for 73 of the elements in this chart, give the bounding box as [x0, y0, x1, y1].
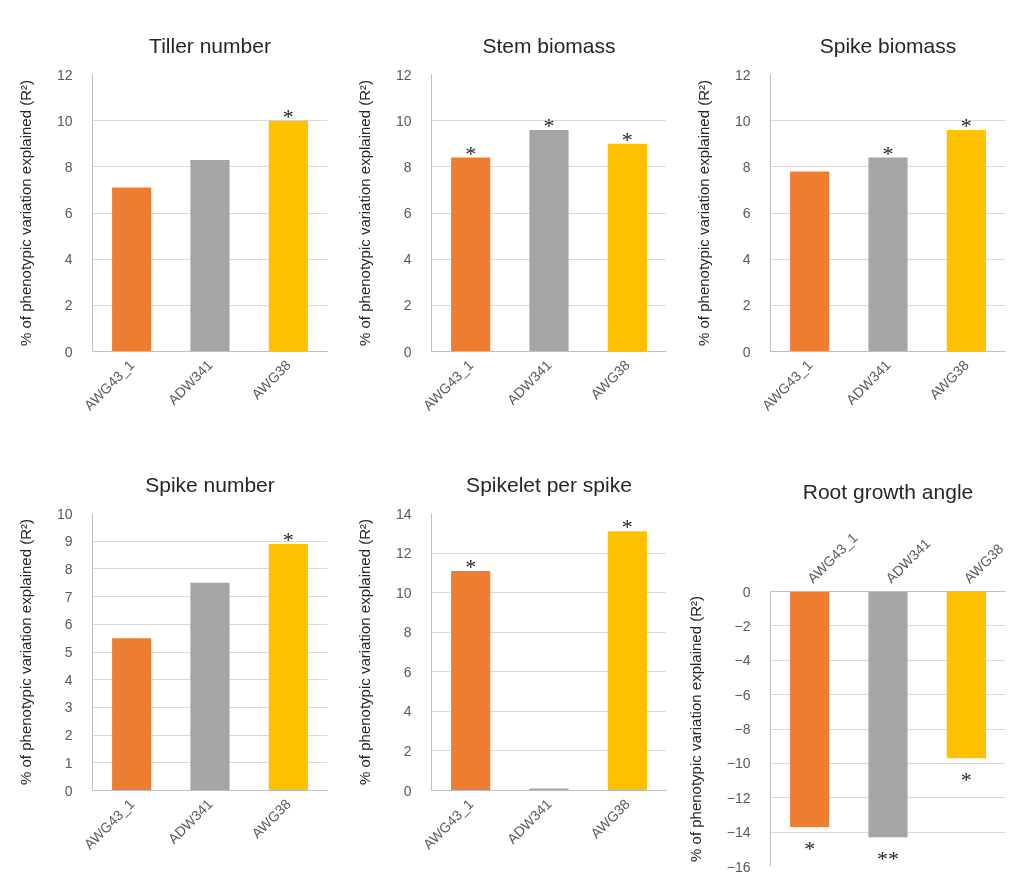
- y-tick-label: 10: [734, 112, 751, 129]
- y-tick-label: 6: [403, 205, 412, 221]
- annotation: *: [960, 767, 972, 793]
- y-tick-label: 5: [64, 644, 73, 660]
- chart-title: Tiller number: [149, 33, 271, 57]
- y-tick-label: 2: [64, 297, 73, 314]
- y-tick-label: 2: [403, 297, 412, 314]
- y-tick-label: 10: [56, 112, 73, 129]
- y-axis-title: % of phenotypic variation explained (R²): [16, 519, 34, 785]
- y-tick-label: 8: [742, 158, 751, 175]
- y-tick-label: 10: [395, 584, 412, 601]
- chart-title: Stem biomass: [482, 33, 616, 57]
- y-tick-label: −14: [726, 824, 751, 841]
- annotation: *: [543, 112, 555, 138]
- y-tick-label: 8: [403, 624, 412, 641]
- y-tick-label: 10: [395, 112, 412, 129]
- y-axis-title: % of phenotypic variation explained (R²): [355, 80, 373, 346]
- y-tick-label: 8: [64, 560, 73, 577]
- y-tick-label: 2: [64, 727, 73, 744]
- y-tick-label: 8: [403, 158, 412, 175]
- y-tick-label: 3: [64, 699, 73, 716]
- y-tick-label: 4: [742, 251, 751, 268]
- y-tick-label: −12: [726, 789, 751, 806]
- annotation: *: [621, 514, 633, 540]
- y-axis-title: % of phenotypic variation explained (R²): [686, 596, 704, 862]
- chart-title: Spikelet per spike: [466, 472, 632, 496]
- annotation: *: [804, 835, 816, 861]
- y-tick-label: 2: [403, 742, 412, 759]
- chart-title: Spike biomass: [819, 33, 957, 57]
- chart-title: Root growth angle: [802, 479, 974, 503]
- y-tick-label: −10: [726, 755, 751, 772]
- y-tick-label: 12: [734, 66, 751, 83]
- y-tick-label: 7: [64, 588, 73, 605]
- y-tick-label: 0: [742, 583, 751, 600]
- y-tick-label: 2: [742, 297, 751, 314]
- annotation: **: [877, 846, 899, 872]
- annotation: *: [282, 526, 294, 552]
- y-tick-label: 14: [395, 505, 412, 522]
- y-tick-label: 6: [64, 205, 73, 221]
- y-tick-label: 9: [64, 533, 73, 550]
- annotation: *: [621, 126, 633, 152]
- y-tick-label: 1: [64, 754, 73, 771]
- y-tick-label: −4: [734, 652, 751, 669]
- chart-title: Spike number: [145, 472, 275, 496]
- y-tick-label: 10: [56, 505, 73, 522]
- y-tick-label: 6: [64, 616, 73, 633]
- y-tick-label: 4: [403, 703, 412, 720]
- annotation: *: [465, 553, 477, 579]
- y-tick-label: −8: [734, 721, 751, 737]
- y-tick-label: 6: [742, 205, 751, 221]
- y-tick-label: 0: [64, 782, 73, 799]
- y-tick-label: 4: [403, 251, 412, 268]
- annotation: *: [960, 112, 972, 138]
- y-tick-label: 4: [64, 671, 73, 688]
- y-tick-label: 6: [403, 663, 412, 680]
- y-tick-label: 8: [64, 158, 73, 175]
- y-tick-label: 0: [742, 343, 751, 360]
- y-tick-label: −16: [726, 858, 751, 875]
- y-tick-label: 12: [56, 66, 73, 83]
- y-tick-label: 12: [395, 545, 412, 562]
- annotation: *: [465, 140, 477, 166]
- y-tick-label: 0: [403, 343, 412, 360]
- y-tick-label: 0: [403, 782, 412, 799]
- annotation: *: [882, 140, 894, 166]
- y-axis-title: % of phenotypic variation explained (R²): [694, 80, 712, 346]
- y-axis-title: % of phenotypic variation explained (R²): [355, 519, 373, 785]
- y-tick-label: 12: [395, 66, 412, 83]
- y-tick-label: 0: [64, 343, 73, 360]
- annotation: *: [282, 103, 294, 129]
- y-tick-label: −2: [734, 617, 751, 634]
- y-tick-label: −6: [734, 686, 751, 703]
- y-tick-label: 4: [64, 251, 73, 268]
- y-axis-title: % of phenotypic variation explained (R²): [16, 80, 34, 346]
